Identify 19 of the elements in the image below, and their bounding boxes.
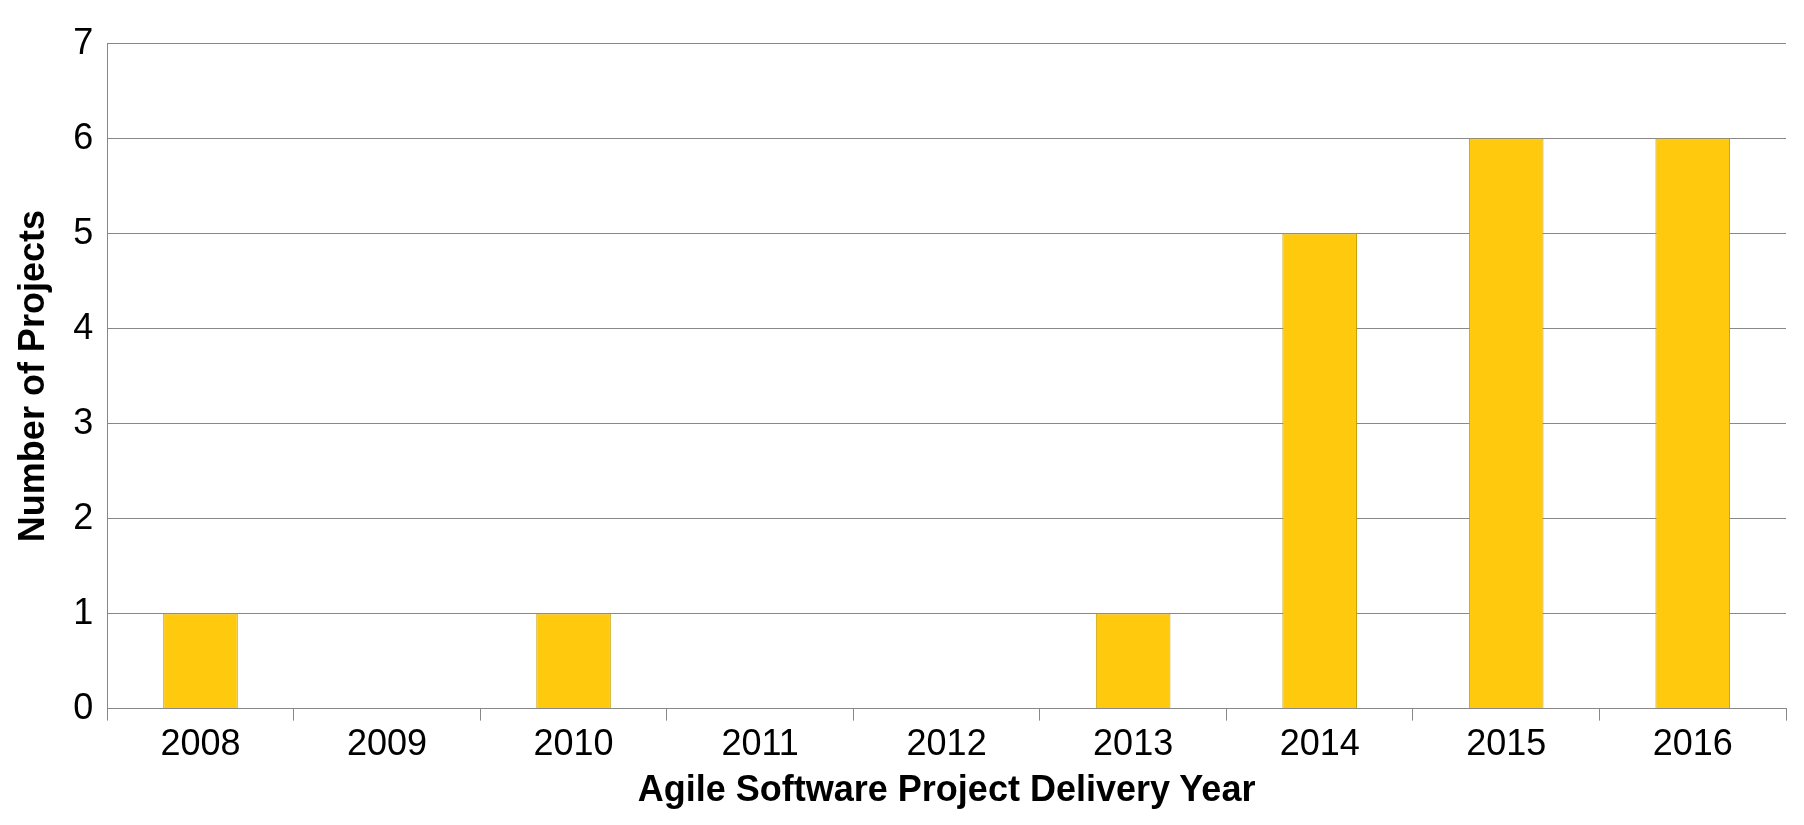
y-tick-label: 2 xyxy=(73,495,94,537)
x-tick-label: 2009 xyxy=(346,722,428,764)
x-tick-label: 2014 xyxy=(1279,722,1360,764)
y-tick-label: 5 xyxy=(73,210,94,252)
y-tick-label: 1 xyxy=(73,590,94,632)
y-tick-label: 0 xyxy=(73,685,94,727)
x-tick-label: 2013 xyxy=(1093,722,1174,764)
y-tick-label: 6 xyxy=(73,115,94,157)
x-tick-label: 2016 xyxy=(1652,722,1733,764)
x-tick-label: 2012 xyxy=(906,722,987,764)
x-tick-label: 2008 xyxy=(160,722,241,764)
y-axis-title: Number of Projects xyxy=(10,210,52,543)
y-tick-label: 7 xyxy=(73,20,94,62)
x-axis-title: Agile Software Project Delivery Year xyxy=(637,768,1256,810)
y-tick-label: 3 xyxy=(73,400,94,442)
y-tick-label: 4 xyxy=(73,305,94,347)
x-tick-label: 2015 xyxy=(1466,722,1547,764)
x-tick-label: 2011 xyxy=(721,722,799,764)
x-tick-label: 2010 xyxy=(533,722,614,764)
